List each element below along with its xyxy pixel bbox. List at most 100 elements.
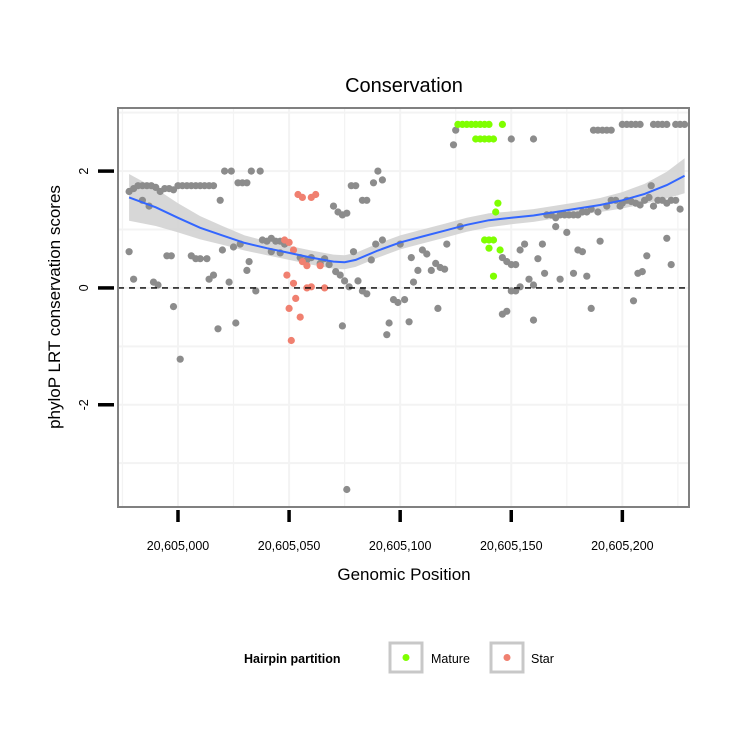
point-other — [343, 209, 351, 217]
point-other — [394, 298, 402, 307]
legend-title: Hairpin partition — [244, 652, 341, 666]
point-other — [256, 167, 264, 175]
point-other — [529, 281, 538, 289]
point-other — [578, 248, 587, 256]
point-other — [221, 167, 229, 175]
point-other — [672, 196, 680, 204]
point-other — [636, 201, 644, 209]
point-other — [663, 234, 671, 242]
point-other — [363, 196, 371, 204]
point-mature — [498, 120, 506, 128]
point-other — [229, 243, 238, 251]
x-axis: 20,605,000 20,605,050 20,605,100 20,605,150… — [147, 510, 654, 553]
point-star — [285, 304, 293, 312]
point-other — [214, 325, 222, 333]
point-other — [227, 167, 235, 175]
y-axis: -2 0 2 — [77, 168, 114, 410]
point-star — [292, 294, 300, 302]
point-other — [529, 135, 538, 143]
point-star — [312, 190, 320, 199]
point-other — [169, 303, 178, 311]
point-other — [245, 258, 253, 266]
x-tick-label: 20,605,050 — [258, 539, 321, 553]
point-other — [645, 193, 653, 201]
point-other — [507, 135, 515, 143]
y-tick-label: 2 — [77, 168, 91, 175]
point-other — [218, 246, 226, 254]
point-other — [556, 275, 564, 283]
x-tick-label: 20,605,200 — [591, 539, 654, 553]
point-mature — [496, 246, 504, 254]
point-other — [407, 254, 415, 262]
smoothed-trend-line — [128, 174, 686, 264]
point-star — [321, 284, 329, 292]
plot-background — [118, 108, 689, 507]
x-tick-label: 20,605,100 — [369, 539, 432, 553]
point-other — [663, 120, 671, 128]
point-mature — [485, 244, 493, 252]
point-other — [443, 240, 451, 248]
point-other — [594, 208, 602, 216]
point-star — [289, 279, 298, 287]
point-other — [216, 196, 224, 204]
point-other — [607, 126, 615, 134]
legend: Hairpin partition Mature Star — [244, 641, 554, 674]
point-other — [569, 269, 578, 277]
y-tick-label: -2 — [77, 399, 91, 410]
point-other — [441, 265, 449, 273]
point-other — [225, 278, 233, 286]
point-other — [369, 179, 378, 187]
point-star — [285, 238, 293, 246]
point-other — [385, 319, 393, 327]
legend-star-dot — [503, 654, 511, 661]
point-other — [647, 182, 655, 190]
point-other — [596, 237, 604, 245]
point-other — [405, 318, 413, 326]
point-other — [341, 277, 349, 285]
y-axis-label: phyloP LRT conservation scores — [45, 185, 64, 429]
point-other — [629, 297, 638, 305]
point-other — [401, 296, 409, 304]
point-other — [423, 250, 431, 258]
point-other — [329, 202, 338, 210]
x-tick-label: 20,605,150 — [480, 539, 543, 553]
point-other — [352, 182, 360, 190]
point-star — [298, 193, 306, 201]
point-other — [409, 278, 418, 286]
point-other — [232, 319, 240, 327]
plot-frame — [117, 107, 690, 508]
point-other — [434, 304, 442, 312]
point-other — [203, 255, 211, 263]
y-tick-label: 0 — [77, 284, 91, 291]
point-other — [676, 205, 684, 213]
point-other — [154, 281, 162, 289]
point-other — [367, 256, 375, 264]
point-other — [636, 120, 644, 128]
point-other — [354, 277, 362, 285]
point-other — [516, 246, 524, 254]
point-other — [372, 240, 380, 248]
point-other — [363, 290, 371, 298]
point-other — [587, 304, 595, 312]
point-other — [427, 266, 435, 274]
point-star — [296, 313, 304, 321]
point-other — [552, 223, 560, 231]
point-other — [512, 261, 520, 269]
point-mature — [492, 208, 500, 216]
legend-label-mature: Mature — [431, 652, 470, 666]
point-other — [563, 228, 571, 236]
point-other — [209, 271, 218, 279]
point-other — [449, 141, 458, 149]
point-mature — [485, 120, 493, 128]
point-other — [649, 202, 658, 210]
plot-panel — [117, 107, 690, 508]
point-other — [336, 271, 344, 279]
point-other — [516, 283, 524, 291]
point-other — [325, 261, 333, 269]
point-other — [383, 331, 391, 339]
point-star — [289, 246, 298, 254]
point-other — [167, 252, 175, 260]
point-other — [378, 236, 386, 244]
point-other — [125, 248, 133, 256]
